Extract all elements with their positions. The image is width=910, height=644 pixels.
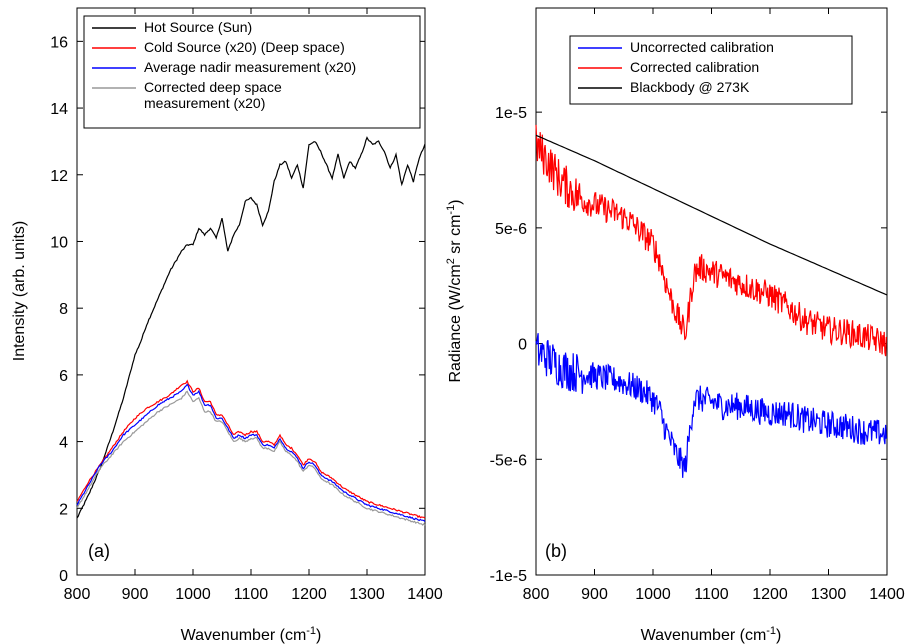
panel-b-xtick-label: 800: [523, 586, 550, 603]
legend-label-corrected-deep-space-measurement-x20: Corrected deep space: [144, 79, 282, 95]
panel-b-xlabel: Wavenumber (cm-1): [641, 625, 782, 644]
panel-a: 800 900 1000 1100 1200 1300 14000246810121416 …: [11, 7, 443, 644]
panel-a-xtick-label: 1200: [291, 586, 327, 603]
panel-a-xtick-label: 1000: [175, 586, 211, 603]
panel-a-ytick-label: 14: [50, 101, 68, 118]
panel-a-legend: Hot Source (Sun) Cold Source (x20) (Deep …: [83, 15, 421, 129]
panel-a-label: (a): [88, 541, 110, 561]
series-line-blackbody-273k: [535, 134, 888, 296]
panel-a-ytick-label: 0: [59, 568, 68, 585]
panel-a-ytick-label: 4: [59, 435, 68, 452]
series-line-corrected-deep-space-measurement-x20: [76, 390, 426, 526]
panel-b-ytick-label: 5e-6: [495, 221, 527, 238]
panel-a-xtick-label: 1100: [234, 586, 269, 603]
panel-a-xtick-label: 1300: [349, 586, 385, 603]
panel-b-ytick-label: -5e-6: [490, 452, 527, 469]
legend-box: [83, 15, 421, 129]
panel-b-ytick-label: 0: [518, 337, 527, 354]
panel-b-ytick-label: 1e-5: [495, 105, 527, 122]
panel-a-ytick-label: 12: [50, 168, 68, 185]
panel-b-xtick-label: 1400: [869, 586, 905, 603]
series-line-hot-source-sun: [76, 136, 426, 519]
panel-b-legend: Uncorrected calibration Corrected calibra…: [569, 35, 853, 105]
legend-label-uncorrected-calibration: Uncorrected calibration: [630, 39, 774, 55]
panel-b-xtick-label: 1300: [811, 586, 847, 603]
panel-b-xtick-label: 1100: [694, 586, 729, 603]
panel-a-xlabel: Wavenumber (cm-1): [181, 625, 322, 644]
panel-b-ytick-label: -1e-5: [490, 568, 527, 585]
series-line-average-nadir-measurement-x20: [76, 383, 426, 522]
panel-b-xtick-label: 1200: [752, 586, 788, 603]
legend-label-corrected-deep-space-measurement-x20: measurement (x20): [144, 95, 265, 111]
legend-label-corrected-calibration: Corrected calibration: [630, 59, 759, 75]
panel-b-label: (b): [545, 541, 567, 561]
legend-label-average-nadir-measurement-x20: Average nadir measurement (x20): [144, 59, 356, 75]
series-line-corrected-calibration: [535, 124, 887, 357]
panel-b-ylabel: Radiance (W/cm2 sr cm-1): [445, 199, 464, 382]
legend-label-hot-source-sun: Hot Source (Sun): [144, 19, 252, 35]
panel-b: 800 900 1000 1100 1200 1300 1400 1e-5 5e-6 0 -5e-6…: [445, 7, 905, 644]
panel-a-ytick-label: 2: [59, 501, 68, 518]
series-line-uncorrected-calibration: [535, 333, 887, 478]
panel-a-xtick-label: 800: [64, 586, 91, 603]
panel-a-ytick-label: 10: [50, 234, 68, 251]
panel-a-ytick-label: 16: [50, 34, 68, 51]
panel-b-xtick-label: 1000: [635, 586, 671, 603]
series-line-cold-source-x20-deep-space: [76, 379, 426, 519]
panel-a-xtick-label: 900: [122, 586, 149, 603]
panel-a-ytick-label: 6: [59, 368, 68, 385]
panel-a-xtick-label: 1400: [407, 586, 443, 603]
legend-label-blackbody-273k: Blackbody @ 273K: [630, 79, 750, 95]
panel-a-ylabel: Intensity (arb. units): [11, 221, 28, 362]
panel-a-ytick-label: 8: [59, 301, 68, 318]
legend-label-cold-source-x20-deep-space: Cold Source (x20) (Deep space): [144, 39, 345, 55]
panel-b-xtick-label: 900: [581, 586, 608, 603]
